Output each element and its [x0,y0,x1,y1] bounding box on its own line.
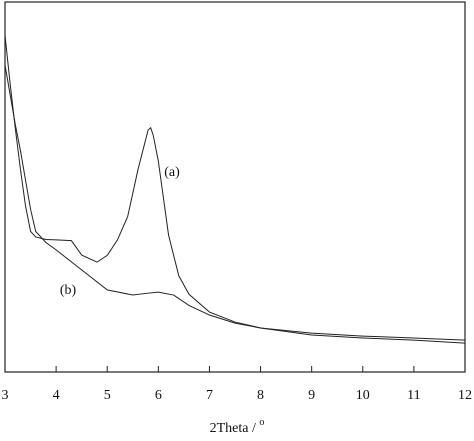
data-line [4,35,466,341]
data-line [4,64,466,344]
x-tick-label: 9 [308,388,315,403]
plot-frame [4,1,466,373]
x-axis-label-sup: o [259,417,264,428]
x-axis-label: 2Theta / o [210,417,265,436]
x-tick-label: 8 [257,388,264,403]
x-tick-label: 5 [104,388,111,403]
x-tick-label: 11 [407,388,420,403]
series-label: (a) [164,165,180,180]
x-tick-label: 12 [458,388,472,403]
x-tick-label: 3 [2,388,9,403]
series-label: (b) [60,283,77,298]
x-axis-label-text: 2Theta / [210,421,260,436]
x-tick-label: 10 [356,388,370,403]
x-tick-label: 4 [53,388,60,403]
x-tick-label: 6 [155,388,162,403]
x-tick-label: 7 [206,388,213,403]
